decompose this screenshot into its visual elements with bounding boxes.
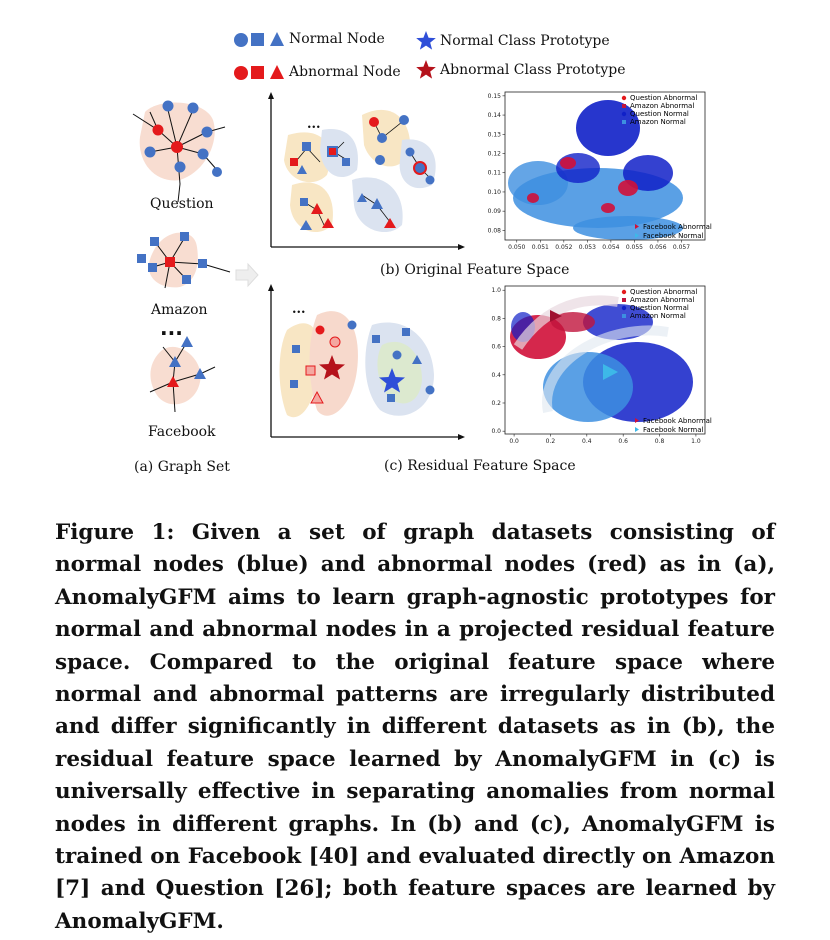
pc-legend-amazon-normal: Amazon Normal — [630, 312, 686, 320]
panel-b-caption: (b) Original Feature Space — [380, 262, 570, 278]
pb-ytick-label: 0.09 — [488, 208, 502, 215]
pb-legend-amazon-normal: Amazon Normal — [630, 118, 686, 126]
facebook-graph — [149, 336, 216, 413]
original-feature-scatter: 0.050 0.051 0.052 0.053 0.054 0.055 0.056 0.057… — [488, 91, 712, 251]
pb-xtick-label: 0.057 — [673, 244, 690, 251]
pb-xtick-label: 0.052 — [555, 244, 572, 251]
pb-ytick-label: 0.10 — [488, 189, 502, 196]
pc-xtick-label: 1.0 — [691, 438, 701, 445]
residual-abnormal-prototype-icon — [319, 355, 345, 380]
graph-set-illustration — [132, 100, 231, 413]
normal-square-icon — [251, 33, 264, 46]
prototype-legend-shapes — [416, 31, 436, 79]
pb-legend-question-normal: Question Normal — [630, 110, 689, 118]
figure-caption: Figure 1: Given a set of graph datasets … — [55, 520, 775, 934]
pc-legend-amazon-abnormal: Amazon Abnormal — [630, 296, 694, 304]
graph-label-amazon: Amazon — [151, 302, 208, 318]
pc-ytick-label: 0.6 — [491, 344, 501, 351]
pb-ytick-label: 0.08 — [488, 227, 502, 234]
pc-legend-facebook-abnormal: Facebook Abnormal — [643, 417, 712, 425]
abnormal-star-icon — [416, 60, 436, 79]
pc-legend-question-normal: Question Normal — [630, 304, 689, 312]
pb-ytick-label: 0.12 — [488, 151, 502, 158]
graph-label-facebook: Facebook — [148, 424, 216, 440]
abnormal-square-icon — [251, 66, 264, 79]
pb-ytick-label: 0.15 — [488, 93, 502, 100]
panel-c-ellipsis: ... — [292, 302, 306, 317]
panel-c-caption: (c) Residual Feature Space — [384, 458, 576, 474]
pb-legend-facebook-abnormal: Facebook Abnormal — [643, 223, 712, 231]
legend-normal-node: Normal Node — [289, 31, 385, 47]
pc-ytick-label: 0.2 — [491, 400, 501, 407]
pb-ytick-label: 0.13 — [488, 131, 502, 138]
pc-xtick-label: 0.6 — [618, 438, 628, 445]
pc-xtick-label: 0.2 — [546, 438, 556, 445]
pc-legend-question-abnormal: Question Abnormal — [630, 288, 697, 296]
pc-ytick-label: 0.0 — [491, 428, 501, 435]
abnormal-circle-icon — [234, 66, 248, 80]
normal-triangle-icon — [270, 32, 284, 46]
transition-arrow-icon — [235, 262, 259, 288]
pc-ytick-label: 0.4 — [491, 372, 501, 379]
question-graph — [132, 100, 226, 203]
pc-ytick-label: 0.8 — [491, 315, 501, 322]
pb-ytick-label: 0.11 — [488, 170, 502, 177]
panel-b-ellipsis: ... — [307, 117, 321, 132]
pb-ytick-label: 0.14 — [488, 112, 502, 119]
residual-normal-prototype-icon — [379, 368, 405, 393]
pb-xtick-label: 0.051 — [532, 244, 549, 251]
pc-xtick-label: 0.8 — [655, 438, 665, 445]
graph-label-question: Question — [150, 196, 214, 212]
schematic-panels — [268, 92, 465, 440]
pb-legend-facebook-normal: Facebook Normal — [643, 232, 703, 240]
graph-set-caption: (a) Graph Set — [134, 459, 230, 475]
pc-xtick-label: 0.0 — [509, 438, 519, 445]
legend-abnormal-node: Abnormal Node — [289, 64, 401, 80]
pc-xtick-label: 0.4 — [582, 438, 592, 445]
pb-xtick-label: 0.054 — [602, 244, 619, 251]
pb-legend-question-abnormal: Question Abnormal — [630, 94, 697, 102]
pb-xtick-label: 0.050 — [508, 244, 525, 251]
pc-legend-facebook-normal: Facebook Normal — [643, 426, 703, 434]
residual-feature-scatter: 0.0 0.2 0.4 0.6 0.8 1.0 0.0 0.2 0.4 0.6 0.8 1.0 Que… — [491, 285, 712, 445]
normal-star-icon — [416, 31, 436, 50]
pb-xtick-label: 0.053 — [579, 244, 596, 251]
pc-ytick-label: 1.0 — [491, 287, 501, 294]
normal-circle-icon — [234, 33, 248, 47]
pb-xtick-label: 0.055 — [626, 244, 643, 251]
node-legend-shapes — [234, 32, 284, 80]
pb-xtick-label: 0.056 — [649, 244, 666, 251]
legend-normal-prototype: Normal Class Prototype — [440, 33, 610, 49]
graph-ellipsis: ... — [160, 316, 183, 340]
amazon-graph — [137, 232, 231, 289]
abnormal-triangle-icon — [270, 65, 284, 79]
pb-legend-amazon-abnormal: Amazon Abnormal — [630, 102, 694, 110]
legend-abnormal-prototype: Abnormal Class Prototype — [440, 62, 626, 78]
